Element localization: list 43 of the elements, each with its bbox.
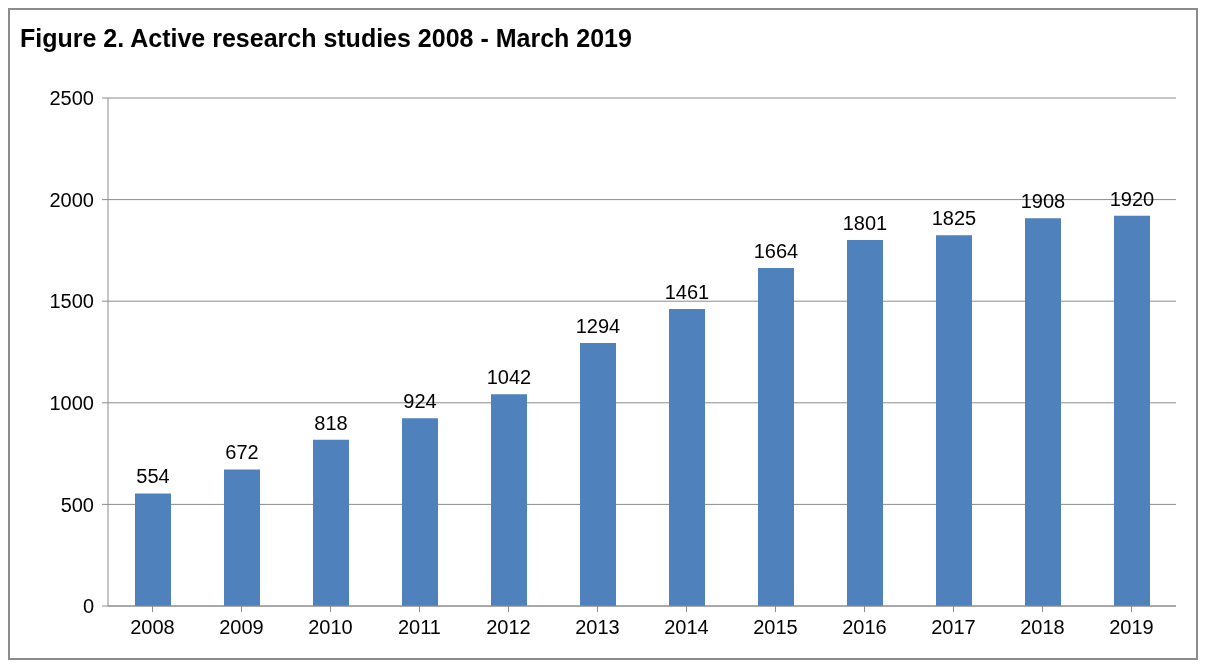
chart-title: Figure 2. Active research studies 2008 - March 2019 [19,23,633,52]
data-label: 1042 [486,366,532,389]
bar [758,267,794,606]
x-tick-label: 2013 [575,616,620,639]
x-tick-label: 2017 [931,616,976,639]
bar [491,394,527,606]
x-tick-label: 2009 [219,616,264,639]
y-tick-label: 0 [82,595,94,618]
bar [936,235,972,606]
x-tick-label: 2012 [486,616,531,639]
bar [313,439,349,606]
x-tick-label: 2015 [753,616,798,639]
data-label: 924 [403,390,437,413]
x-tick-label: 2019 [1109,616,1154,639]
bar [580,343,616,606]
x-tick-label: 2018 [1020,616,1065,639]
bar [224,469,260,606]
bar [1114,215,1150,606]
y-tick-label: 1500 [49,290,94,313]
x-tick-label: 2016 [842,616,887,639]
data-label: 1664 [753,239,799,262]
data-label: 554 [136,465,170,488]
y-tick-label: 1000 [49,391,94,414]
data-label: 1294 [575,315,621,338]
y-tick-label: 2000 [49,188,94,211]
bar [135,493,171,606]
data-label: 1825 [931,207,977,230]
data-label: 818 [314,411,348,434]
data-label: 1920 [1109,187,1155,210]
x-tick-label: 2008 [130,616,175,639]
y-tick-label: 500 [60,493,94,516]
x-tick-label: 2011 [397,616,442,639]
bar [402,418,438,606]
bar [669,309,705,606]
bar [1025,218,1061,606]
data-label: 1908 [1020,190,1066,213]
y-tick-label: 2500 [49,87,94,110]
bar [847,240,883,606]
data-label: 672 [225,441,259,464]
x-tick-label: 2010 [308,616,353,639]
x-tick-label: 2014 [664,616,709,639]
data-label: 1461 [664,281,710,304]
data-label: 1801 [842,212,888,235]
